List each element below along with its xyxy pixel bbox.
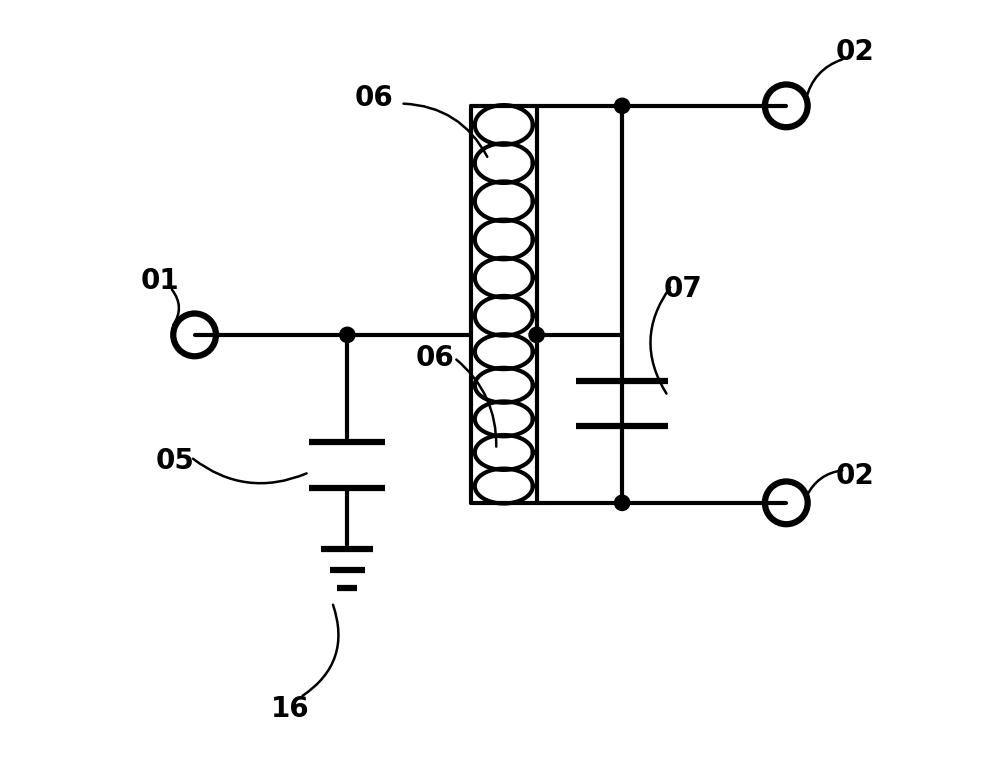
Text: 05: 05 — [156, 447, 195, 474]
Text: 01: 01 — [141, 268, 180, 295]
Circle shape — [615, 98, 630, 114]
Text: 07: 07 — [664, 275, 703, 303]
Circle shape — [529, 328, 544, 342]
Circle shape — [615, 495, 630, 511]
Text: 02: 02 — [836, 462, 874, 490]
Text: 06: 06 — [355, 85, 393, 112]
Text: 02: 02 — [836, 38, 874, 66]
Text: 16: 16 — [271, 695, 309, 723]
Text: 06: 06 — [416, 344, 454, 371]
Circle shape — [340, 328, 355, 342]
